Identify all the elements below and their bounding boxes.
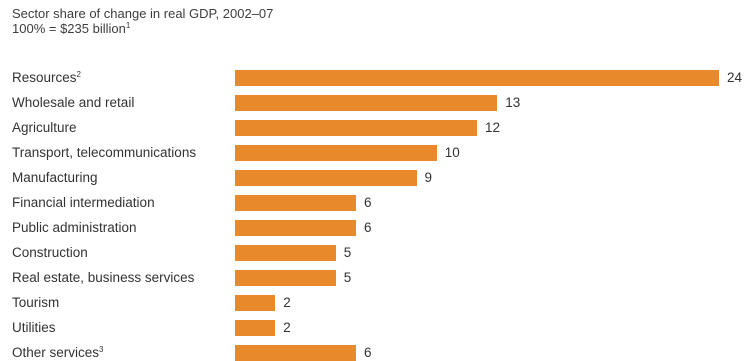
category-label-text: Public administration (12, 220, 137, 235)
value-label: 2 (283, 320, 291, 335)
category-label-text: Transport, telecommunications (12, 145, 197, 160)
category-label: Financial intermediation (12, 195, 155, 211)
bar (235, 170, 417, 186)
category-label: Utilities (12, 320, 56, 336)
value-label: 2 (283, 295, 291, 310)
value-label: 9 (424, 170, 433, 185)
category-footnote: 2 (76, 70, 81, 79)
value-label: 6 (364, 345, 372, 360)
category-label: Tourism (12, 295, 59, 311)
category-label-text: Tourism (12, 295, 60, 310)
category-label: Wholesale and retail (12, 95, 134, 111)
chart-subtitle: 100% = $235 billion1 (12, 21, 130, 36)
bar (235, 295, 276, 311)
value-label: 10 (444, 145, 460, 160)
value-label: 12 (485, 120, 501, 135)
bar (235, 145, 437, 161)
value-label: 24 (727, 70, 743, 85)
category-label-text: Wholesale and retail (12, 95, 135, 110)
value-label: 6 (364, 220, 372, 235)
category-label-text: Other services (12, 345, 100, 360)
category-label-text: Manufacturing (12, 170, 98, 185)
category-label-text: Real estate, business services (12, 270, 195, 285)
category-footnote: 3 (99, 345, 104, 354)
value-label: 6 (364, 195, 372, 210)
bar (235, 120, 477, 136)
chart-title: Sector share of change in real GDP, 2002… (12, 6, 274, 21)
value-label: 5 (343, 270, 352, 285)
category-label: Real estate, business services (12, 270, 194, 286)
subtitle-text: 100% = $235 billion (12, 21, 126, 36)
bar (235, 95, 498, 111)
bar (235, 345, 356, 361)
value-label: 13 (505, 95, 521, 110)
category-label-text: Resources (12, 70, 77, 85)
bar (235, 245, 336, 261)
category-label: Other services3 (12, 345, 103, 361)
category-label: Resources2 (12, 70, 81, 86)
category-label-text: Construction (12, 245, 88, 260)
category-label: Agriculture (12, 120, 77, 136)
bar (235, 195, 356, 211)
category-label: Public administration (12, 220, 137, 236)
category-label: Manufacturing (12, 170, 98, 186)
category-label-text: Agriculture (12, 120, 77, 135)
bar (235, 70, 719, 86)
bar (235, 220, 356, 236)
category-label-text: Financial intermediation (12, 195, 155, 210)
value-label: 5 (343, 245, 352, 260)
bar (235, 270, 336, 286)
category-label: Construction (12, 245, 88, 261)
category-label-text: Utilities (12, 320, 56, 335)
category-label: Transport, telecommunications (12, 145, 196, 161)
bar (235, 320, 276, 336)
subtitle-footnote: 1 (125, 21, 131, 30)
